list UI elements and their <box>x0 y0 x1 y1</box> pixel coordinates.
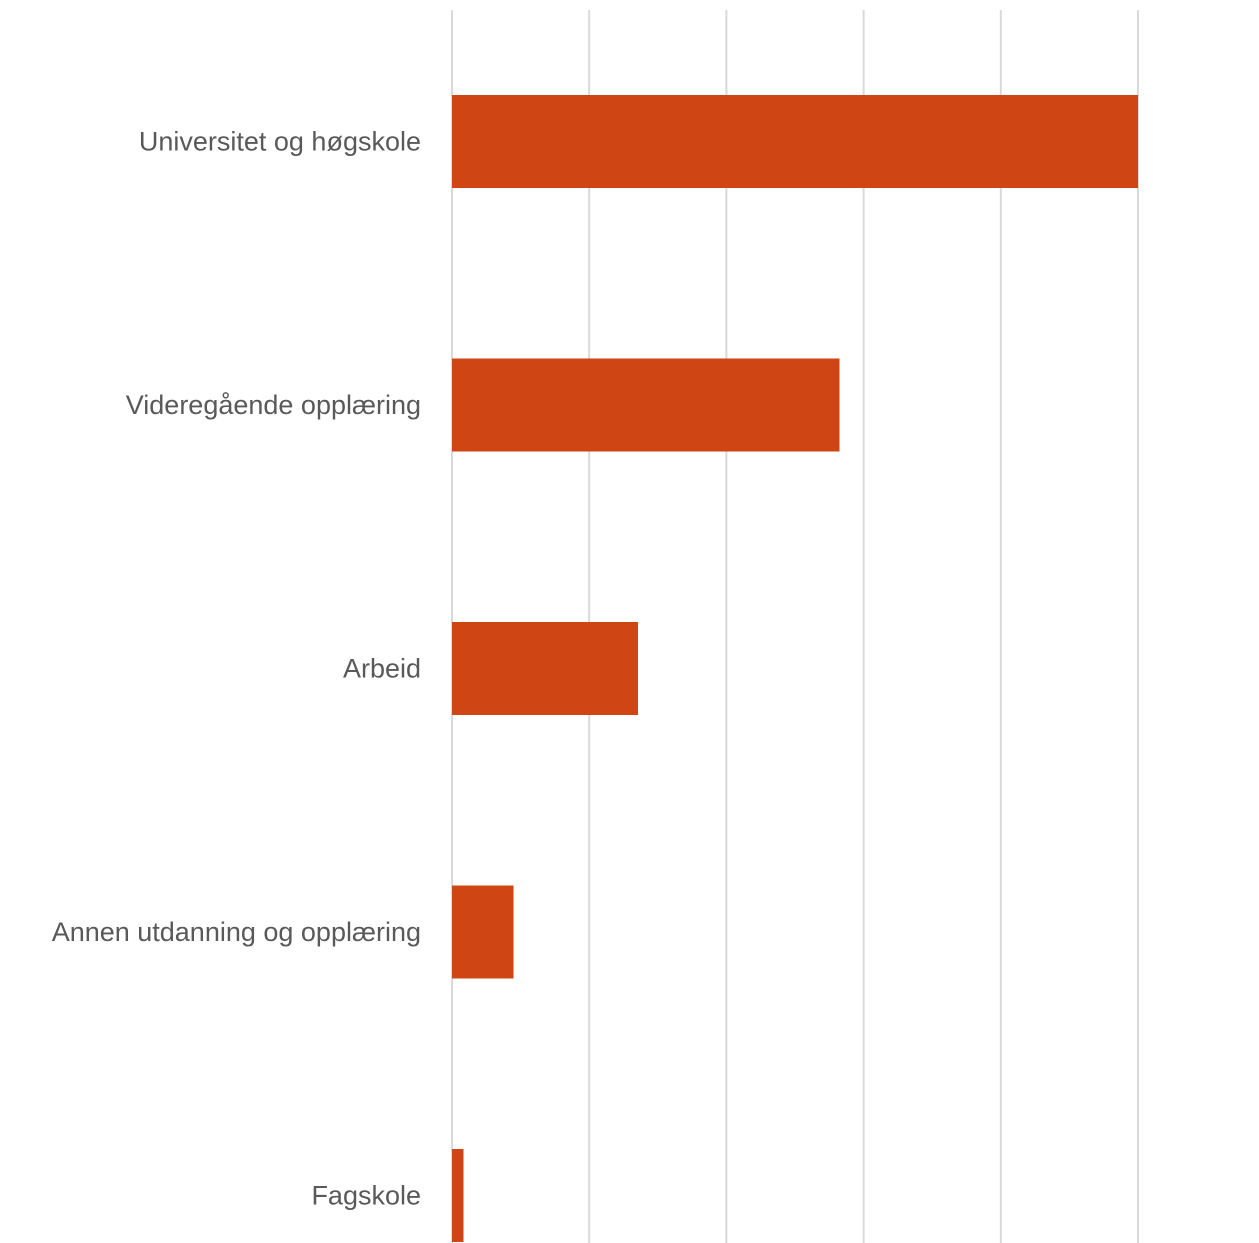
bar-3 <box>452 885 514 979</box>
category-label: Annen utdanning og opplæring <box>52 917 421 947</box>
category-label: Universitet og høgskole <box>139 127 421 157</box>
gridlines <box>451 10 1139 1243</box>
bars <box>452 95 1138 1242</box>
bar-0 <box>452 95 1138 188</box>
bar-2 <box>452 622 638 715</box>
category-label: Arbeid <box>343 654 421 684</box>
category-label: Videregående opplæring <box>126 390 421 420</box>
bar-1 <box>452 358 840 452</box>
category-label: Fagskole <box>311 1181 421 1211</box>
bar-4 <box>452 1149 464 1242</box>
category-labels: Universitet og høgskole Videregående oppl… <box>52 127 421 1211</box>
